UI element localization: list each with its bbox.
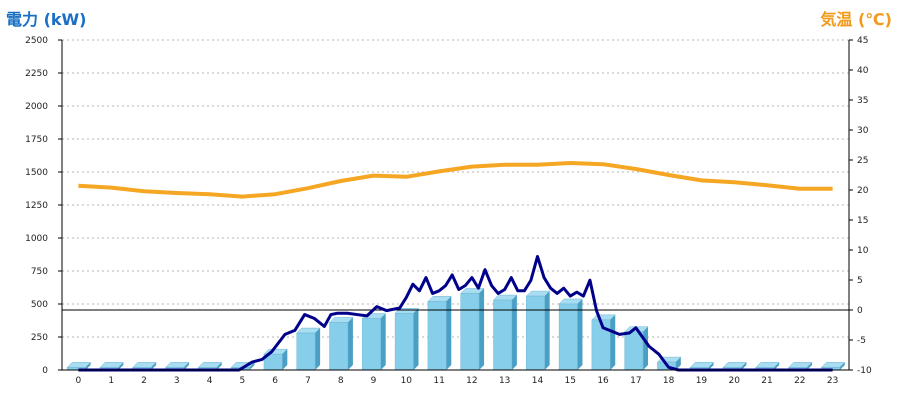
x-tick-label: 18: [663, 376, 675, 386]
bar-side: [183, 362, 189, 370]
x-tick-label: 7: [305, 376, 311, 386]
y2-tick-label: 20: [857, 186, 869, 196]
y2-tick-label: 25: [857, 156, 868, 166]
bar: [493, 299, 513, 371]
x-tick-label: 19: [696, 376, 708, 386]
x-tick-label: 1: [108, 376, 114, 386]
right-axis-title: 気温 (℃): [820, 10, 892, 29]
y-tick-label: 2000: [25, 102, 48, 112]
left-axis-title: 電力 (kW): [6, 10, 87, 29]
bar-side: [151, 362, 157, 370]
bar-side: [708, 362, 714, 370]
x-tick-label: 11: [433, 376, 444, 386]
x-tick-label: 13: [499, 376, 510, 386]
y-tick-label: 750: [31, 267, 48, 277]
x-tick-label: 3: [174, 376, 180, 386]
y2-tick-label: 5: [857, 276, 863, 286]
y2-tick-label: 15: [857, 216, 868, 226]
bar: [624, 331, 644, 371]
y2-tick-label: 45: [857, 36, 868, 46]
x-tick-label: 2: [141, 376, 147, 386]
x-tick-label: 15: [565, 376, 576, 386]
x-tick-label: 0: [76, 376, 82, 386]
bar: [394, 312, 414, 371]
bar-side: [216, 362, 222, 370]
y-tick-label: 1000: [25, 234, 48, 244]
bar-side: [741, 362, 747, 370]
bar-side: [774, 362, 780, 370]
bar: [362, 318, 381, 371]
y-tick-label: 0: [42, 366, 48, 376]
bar-side: [380, 313, 386, 370]
y-tick-label: 1250: [25, 201, 48, 211]
bar-side: [446, 296, 452, 370]
y-tick-label: 1750: [25, 135, 48, 145]
x-tick-label: 9: [371, 376, 377, 386]
bar-side: [511, 295, 517, 370]
bar-side: [544, 291, 550, 370]
y-tick-label: 2250: [25, 69, 48, 79]
x-tick-label: 4: [207, 376, 213, 386]
bar: [460, 293, 480, 371]
y2-tick-label: 0: [857, 306, 863, 316]
y2-tick-label: -5: [857, 336, 866, 346]
x-tick-label: 8: [338, 376, 344, 386]
bar-side: [839, 362, 845, 370]
x-tick-label: 16: [597, 376, 609, 386]
bar: [591, 319, 611, 371]
x-tick-label: 14: [532, 376, 544, 386]
bar-side: [806, 362, 812, 370]
x-tick-label: 22: [794, 376, 805, 386]
bar: [558, 303, 578, 371]
x-tick-label: 12: [466, 376, 477, 386]
x-tick-label: 20: [729, 376, 741, 386]
power-line: [78, 254, 833, 372]
x-tick-label: 23: [827, 376, 838, 386]
bar-side: [675, 357, 681, 370]
bar-side: [347, 317, 353, 370]
y-tick-label: 1500: [25, 168, 48, 178]
bar-side: [610, 314, 616, 370]
x-tick-label: 6: [272, 376, 278, 386]
bar-side: [282, 349, 288, 370]
bar-side: [479, 288, 485, 370]
y2-tick-label: 35: [857, 96, 868, 106]
x-tick-label: 17: [630, 376, 641, 386]
bar-side: [118, 362, 124, 370]
x-tick-label: 21: [761, 376, 772, 386]
bar-side: [249, 362, 255, 370]
bar: [427, 301, 447, 371]
bar-side: [577, 299, 583, 370]
y2-tick-label: 30: [857, 126, 869, 136]
bar: [526, 295, 545, 371]
y-tick-label: 500: [31, 300, 48, 310]
y2-tick-label: 10: [857, 246, 869, 256]
y-tick-label: 250: [31, 333, 48, 343]
bar: [329, 322, 349, 371]
bar-side: [413, 308, 419, 370]
x-tick-label: 5: [239, 376, 245, 386]
bar-side: [315, 328, 321, 370]
y2-tick-label: -10: [857, 366, 872, 376]
temperature-line: [78, 161, 833, 199]
bar: [296, 332, 316, 371]
x-tick-label: 10: [401, 376, 413, 386]
y-tick-label: 2500: [25, 36, 48, 46]
bar-side: [643, 326, 649, 370]
y2-tick-label: 40: [857, 66, 869, 76]
bar-side: [85, 362, 91, 370]
